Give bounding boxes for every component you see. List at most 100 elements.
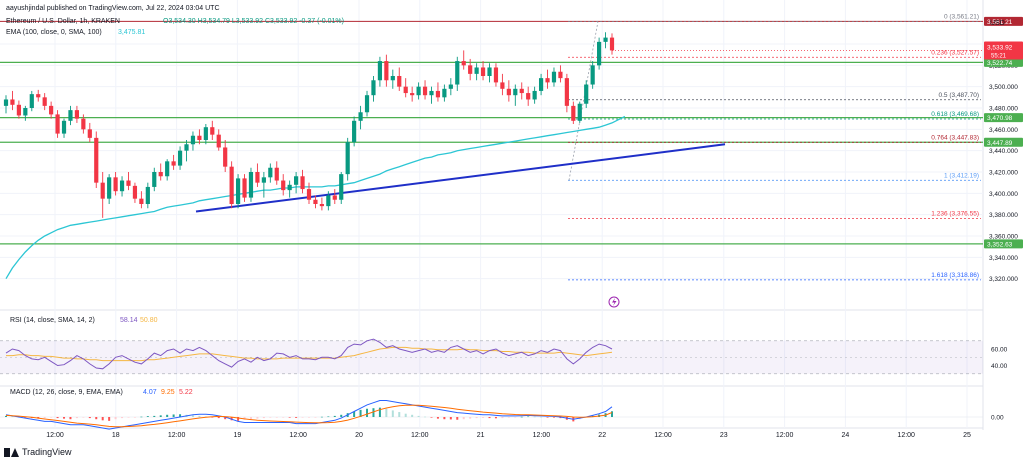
candle[interactable]	[184, 140, 189, 162]
candle[interactable]	[603, 32, 608, 49]
candle[interactable]	[139, 191, 144, 209]
candle[interactable]	[235, 174, 241, 209]
candle[interactable]	[197, 129, 202, 145]
candle[interactable]	[94, 131, 99, 188]
candle[interactable]	[287, 180, 292, 198]
ema-100-line[interactable]	[5, 115, 626, 280]
candle[interactable]	[506, 80, 511, 102]
candle[interactable]	[165, 159, 170, 181]
candle[interactable]	[100, 172, 105, 218]
candle[interactable]	[306, 182, 312, 204]
candle[interactable]	[203, 124, 208, 145]
candle[interactable]	[429, 86, 434, 104]
candle[interactable]	[268, 163, 273, 183]
rsi-line[interactable]	[5, 338, 613, 370]
candle[interactable]	[223, 140, 228, 172]
candle[interactable]	[448, 78, 453, 96]
candle[interactable]	[526, 86, 531, 106]
candle[interactable]	[532, 86, 537, 104]
candle[interactable]	[87, 122, 92, 143]
macd-signal-line[interactable]	[5, 404, 613, 428]
candle[interactable]	[261, 172, 266, 198]
candle[interactable]	[10, 90, 15, 111]
candle[interactable]	[152, 167, 157, 192]
candle[interactable]	[190, 131, 196, 151]
candle[interactable]	[145, 182, 150, 209]
candle[interactable]	[577, 101, 582, 123]
candle[interactable]	[229, 161, 234, 209]
candle[interactable]	[332, 189, 337, 204]
candle[interactable]	[126, 172, 131, 191]
candle[interactable]	[171, 154, 176, 170]
candle[interactable]	[493, 63, 499, 87]
candle[interactable]	[480, 61, 486, 81]
support-trendline[interactable]	[195, 143, 726, 213]
candle[interactable]	[132, 182, 138, 203]
candle[interactable]	[36, 89, 41, 102]
macd-line[interactable]	[5, 400, 613, 430]
candle[interactable]	[390, 69, 395, 89]
candle[interactable]	[274, 161, 279, 185]
candle[interactable]	[422, 80, 428, 100]
candle[interactable]	[300, 169, 305, 194]
candle[interactable]	[461, 50, 466, 70]
candle[interactable]	[319, 197, 324, 211]
candle[interactable]	[384, 54, 389, 87]
candle[interactable]	[177, 146, 183, 170]
candle[interactable]	[564, 73, 569, 113]
candle[interactable]	[519, 82, 524, 100]
candle[interactable]	[68, 105, 73, 126]
candle[interactable]	[49, 101, 54, 119]
candle[interactable]	[61, 118, 67, 138]
candle[interactable]	[326, 191, 331, 211]
candle[interactable]	[545, 69, 550, 89]
candle[interactable]	[410, 86, 415, 102]
candle[interactable]	[81, 114, 86, 134]
candle[interactable]	[500, 73, 505, 96]
candle[interactable]	[313, 195, 318, 209]
candle[interactable]	[345, 137, 350, 181]
candle[interactable]	[358, 105, 363, 130]
candle[interactable]	[364, 90, 370, 117]
candle[interactable]	[442, 84, 447, 102]
candle[interactable]	[513, 84, 518, 106]
candle[interactable]	[55, 110, 60, 138]
candle[interactable]	[74, 105, 80, 123]
candle[interactable]	[597, 37, 602, 70]
candle[interactable]	[216, 129, 221, 151]
candle[interactable]	[474, 63, 479, 81]
candle[interactable]	[371, 76, 376, 102]
candle[interactable]	[281, 174, 286, 196]
candle[interactable]	[397, 67, 402, 91]
candle[interactable]	[403, 78, 408, 98]
candle[interactable]	[42, 93, 47, 111]
candle[interactable]	[551, 67, 557, 87]
candle[interactable]	[435, 82, 441, 102]
tradingview-logo[interactable]: TradingView	[4, 445, 72, 459]
candle[interactable]	[107, 174, 112, 204]
candle[interactable]	[487, 63, 492, 83]
candle[interactable]	[248, 167, 254, 202]
candle[interactable]	[584, 80, 589, 108]
candle[interactable]	[416, 82, 421, 100]
candle[interactable]	[571, 101, 576, 124]
candle[interactable]	[255, 163, 260, 187]
candle[interactable]	[377, 56, 383, 87]
candle[interactable]	[294, 172, 299, 194]
candle[interactable]	[23, 105, 28, 121]
candle[interactable]	[16, 100, 21, 119]
candle[interactable]	[538, 73, 544, 96]
candle[interactable]	[609, 33, 615, 55]
candle[interactable]	[558, 65, 563, 83]
candle[interactable]	[3, 95, 9, 114]
candle[interactable]	[113, 172, 118, 196]
candle[interactable]	[29, 90, 34, 112]
candle[interactable]	[352, 116, 357, 147]
candle[interactable]	[468, 58, 473, 81]
rsi-sma-line[interactable]	[6, 346, 613, 362]
candle[interactable]	[210, 120, 215, 140]
candle[interactable]	[339, 172, 344, 204]
candle[interactable]	[590, 61, 595, 89]
candle[interactable]	[158, 163, 163, 181]
